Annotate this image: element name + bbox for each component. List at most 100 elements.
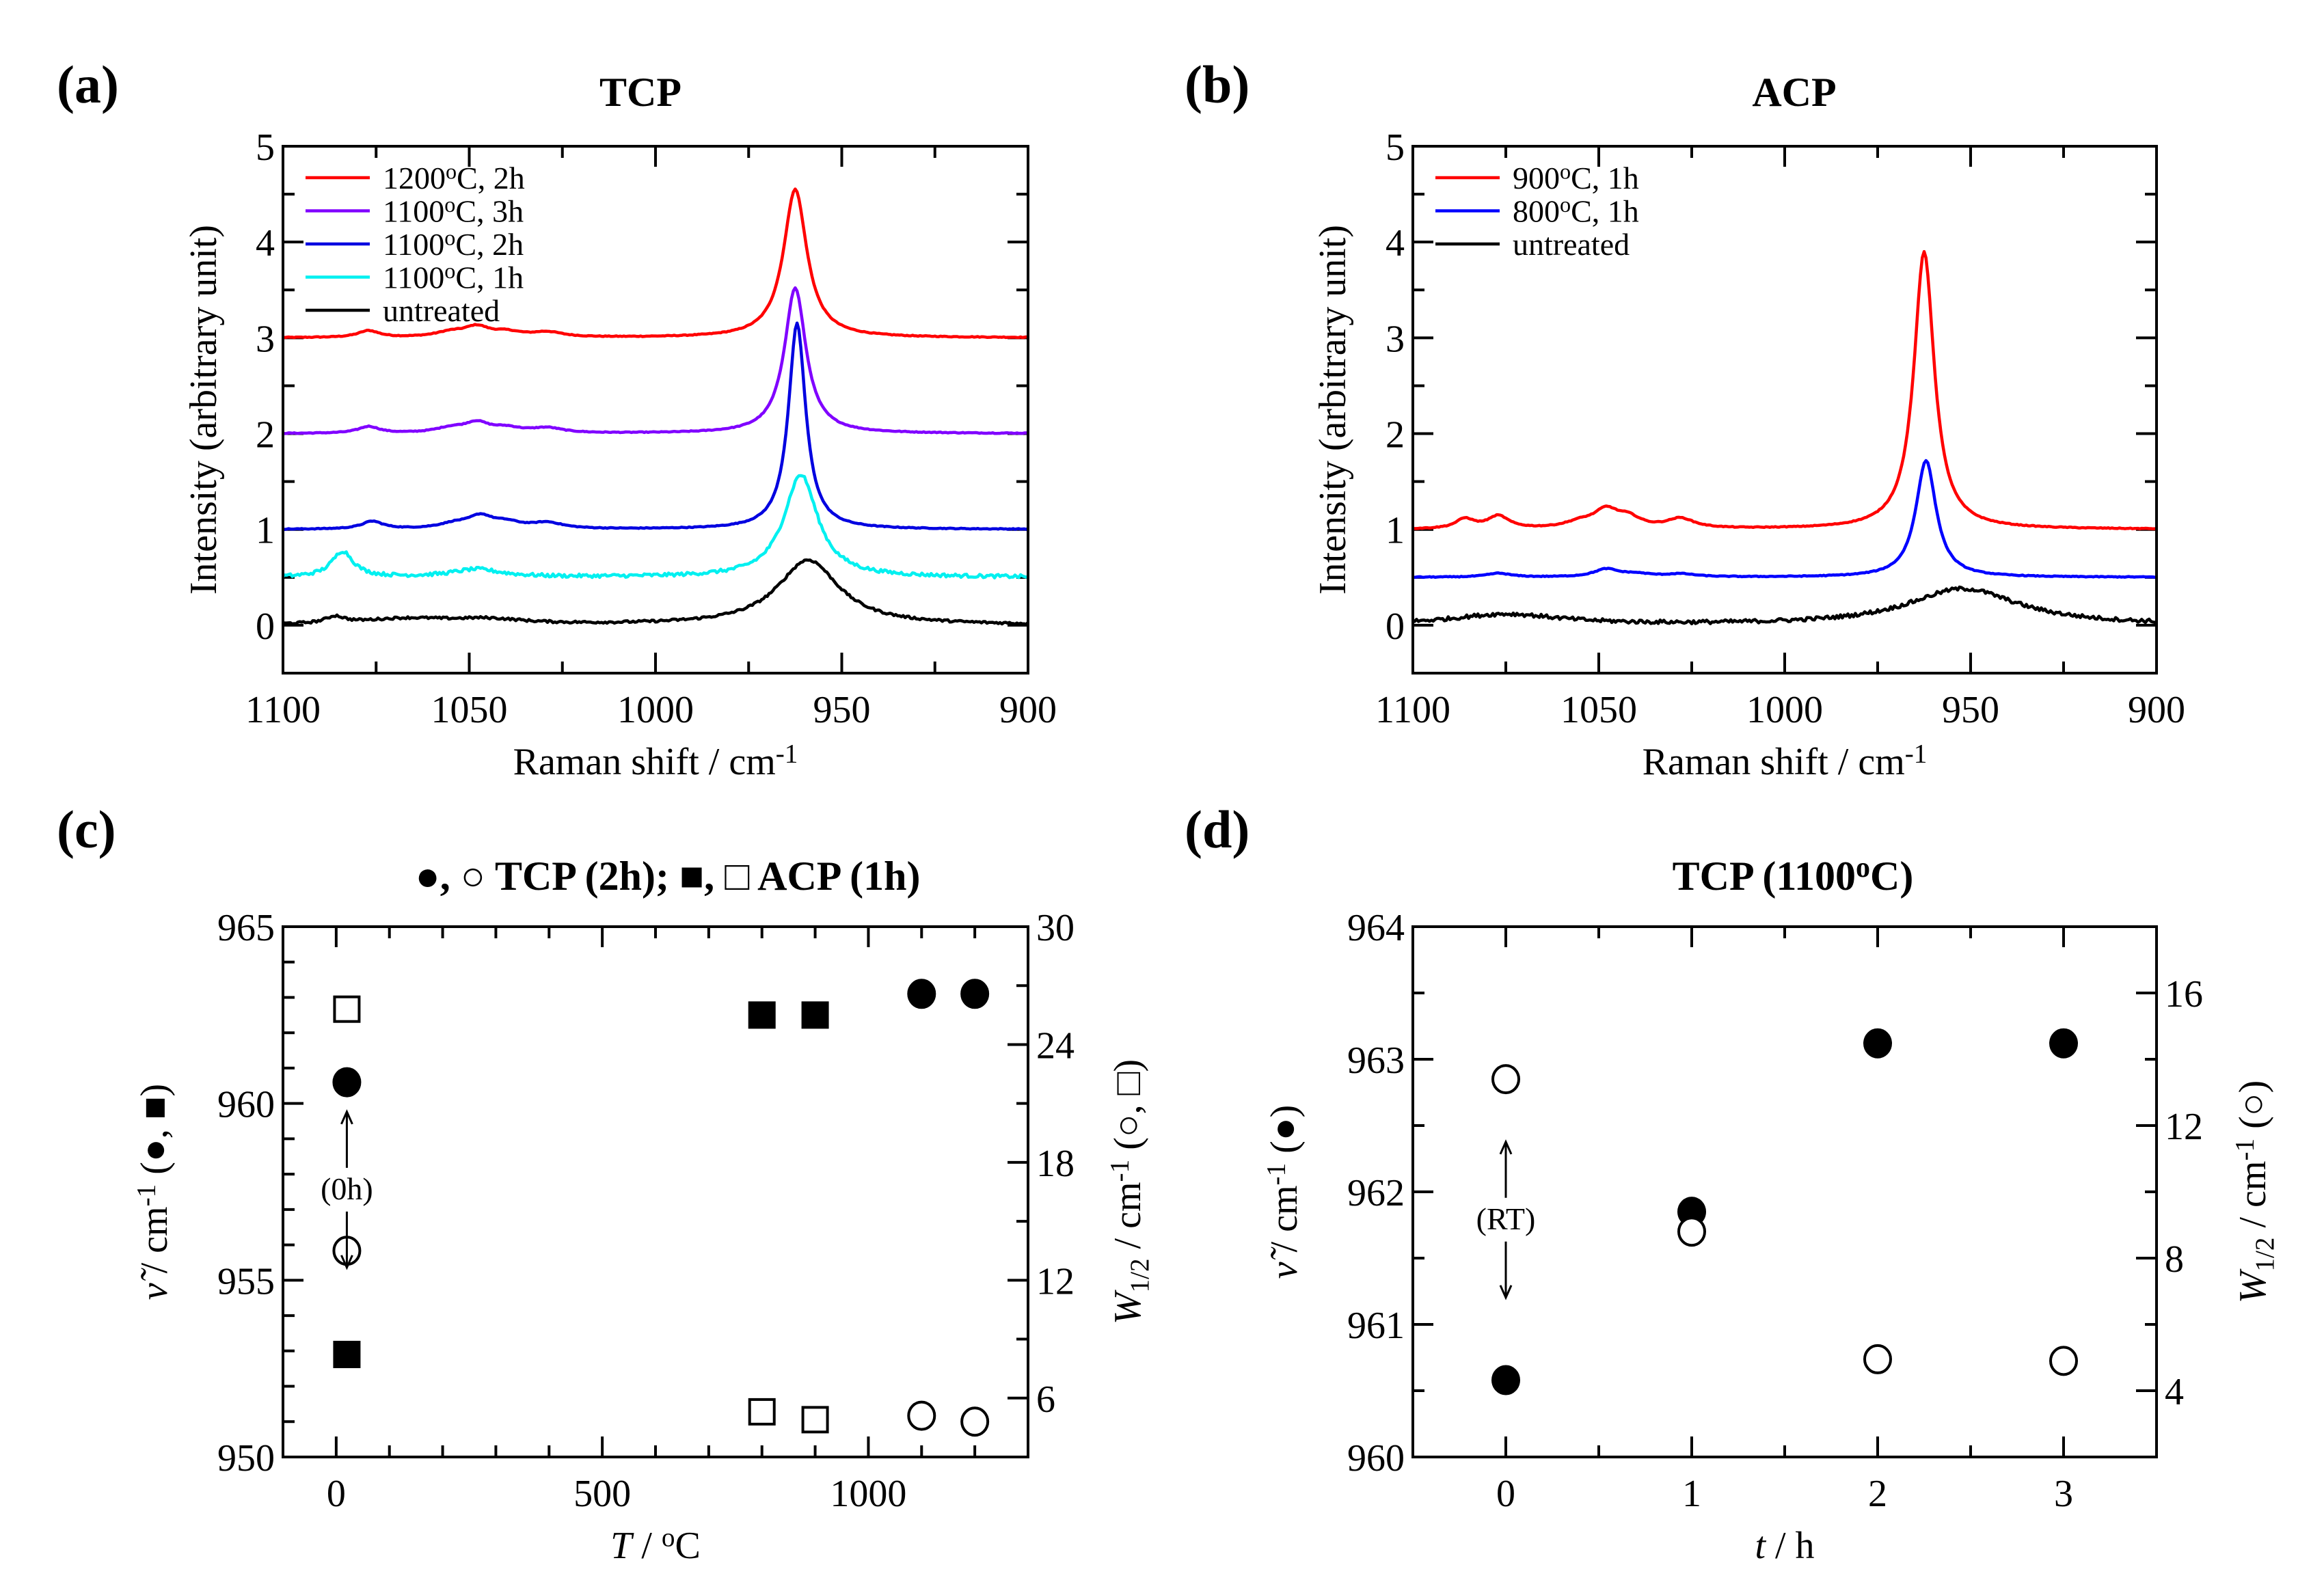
legend-entry: untreated	[1513, 227, 1630, 262]
legend-entry-part: 1100	[383, 227, 444, 262]
legend-entry-part: o	[1560, 192, 1571, 217]
x-axis-label: Raman shift / cm-1	[1643, 739, 1928, 783]
chart-title-part: o	[1856, 852, 1870, 884]
legend-entry: 1100oC, 2h	[383, 226, 524, 262]
x-tick-label: 1100	[1375, 689, 1450, 731]
y-tick-label: 950	[217, 1437, 275, 1480]
series-line	[283, 321, 1028, 531]
y-tick-label: 4	[1386, 222, 1405, 264]
x-axis-label-part: o	[662, 1523, 675, 1552]
plot-frame	[1411, 145, 2158, 675]
legend-entry: 800oC, 1h	[1513, 192, 1639, 228]
y-right-tick-label: 24	[1036, 1024, 1075, 1067]
x-axis-label: t / h	[1755, 1525, 1814, 1567]
y-tick-label: 5	[256, 126, 275, 169]
annotation-text: (0h)	[321, 1171, 373, 1206]
y-tick-label: 961	[1347, 1305, 1405, 1347]
y-right-axis-label-part: -1	[2230, 1139, 2259, 1161]
data-point-square-open	[748, 1398, 776, 1426]
y-axis-label-part: Intensity (arbitrary unit)	[1312, 225, 1354, 595]
legend-entry-part: C, 3h	[455, 194, 524, 229]
legend-entry: 1100oC, 1h	[383, 258, 524, 295]
series-line	[283, 187, 1028, 340]
x-axis-label-part: /	[632, 1525, 662, 1567]
y-right-tick-label: 18	[1036, 1143, 1075, 1185]
data-point-circle-filled	[1863, 1028, 1892, 1059]
series-line	[283, 558, 1028, 626]
y-axis-label-part: / cm	[1263, 1185, 1306, 1262]
data-point-circle-open	[907, 1400, 936, 1431]
annotation: (0h)	[321, 1109, 373, 1270]
legend-entry-part: o	[1560, 159, 1571, 184]
plot-frame	[282, 145, 1029, 675]
x-axis-label: Raman shift / cm-1	[513, 739, 798, 783]
y-axis-label-part: -1	[131, 1184, 161, 1207]
y-right-axis-label-part: W	[2232, 1268, 2274, 1303]
y-right-axis-label-part: (○)	[2232, 1080, 2274, 1139]
y-tick-label: 5	[1386, 126, 1405, 169]
y-axis-label-part: -1	[1261, 1163, 1291, 1186]
legend-entry-part: untreated	[383, 293, 500, 328]
x-axis-label-part: Raman shift / cm	[513, 741, 776, 783]
legend-entry: 1200oC, 2h	[383, 159, 525, 195]
series-line	[283, 474, 1028, 580]
x-axis-label-part: / h	[1766, 1525, 1815, 1567]
data-point-square-open	[801, 1406, 829, 1434]
chart-title: TCP (1100oC)	[1673, 852, 1914, 899]
data-point-square-filled	[801, 1001, 829, 1029]
y-right-axis-label-part: 1/2	[2250, 1238, 2280, 1272]
series-line	[1413, 585, 2157, 626]
data-point-circle-open	[1863, 1344, 1892, 1374]
y-right-tick-label: 6	[1036, 1378, 1055, 1421]
y-tick-label: 963	[1347, 1039, 1405, 1082]
legend-entry-part: C, 1h	[1571, 194, 1639, 229]
y-tick-label: 1	[1386, 510, 1405, 552]
legend-entry: 900oC, 1h	[1513, 159, 1639, 195]
legend-entry-part: o	[444, 192, 455, 217]
chart-title-part: ACP	[1752, 70, 1836, 115]
data-point-circle-open	[960, 1406, 990, 1437]
arrow-down-icon	[340, 1211, 353, 1270]
y-tick-label: 964	[1347, 907, 1405, 949]
y-tick-label: 960	[1347, 1437, 1405, 1480]
y-axis-label-part: (●)	[1263, 1105, 1306, 1163]
panel-d: (d)TCP (1100oC)0 1 2 3960961962963964481216…	[1185, 800, 2280, 1567]
y-right-axis-label: W1/2 / cm-1 (○)	[2230, 1080, 2279, 1304]
data-point-square-open	[333, 995, 361, 1023]
legend-entry: untreated	[383, 293, 500, 328]
panel-label: (b)	[1185, 55, 1249, 114]
x-tick-label: 950	[813, 689, 871, 731]
y-tick-label: 960	[217, 1084, 275, 1126]
data-point-circle-open	[1491, 1064, 1520, 1095]
x-tick-label: 1050	[1560, 689, 1637, 731]
plot-area	[1491, 1028, 2078, 1395]
y-right-tick-label: 12	[2165, 1106, 2203, 1148]
legend-entry-part: untreated	[1513, 227, 1630, 262]
y-tick-label: 965	[217, 907, 275, 949]
y-tick-label: 1	[256, 510, 275, 552]
x-tick-label: 900	[2128, 689, 2185, 731]
legend-entry-part: 1100	[383, 194, 444, 229]
data-point-circle-open	[1677, 1216, 1706, 1247]
series-line	[1413, 249, 2157, 531]
y-tick-label: 3	[256, 318, 275, 360]
x-axis-label-part: -1	[1905, 739, 1928, 768]
legend-entry-part: 900	[1513, 161, 1560, 195]
y-right-tick-label: 12	[1036, 1260, 1075, 1303]
x-axis-label-part: Raman shift / cm	[1643, 741, 1905, 783]
series-line	[283, 286, 1028, 435]
y-tick-label: 0	[256, 605, 275, 648]
y-axis-label: Intensity (arbitrary unit)	[183, 225, 225, 595]
legend-entry-part: C, 1h	[455, 260, 524, 295]
y-axis-label-part: (●, ■)	[133, 1084, 176, 1184]
y-right-axis-label: W1/2 / cm-1 (○, □)	[1105, 1059, 1154, 1324]
x-axis-label-part: T	[610, 1525, 634, 1567]
x-tick-label: 1000	[617, 689, 694, 731]
y-right-tick-label: 16	[2165, 973, 2203, 1016]
chart-title: ●, ○ TCP (2h); ■, □ ACP (1h)	[416, 854, 921, 899]
y-tick-label: 0	[1386, 605, 1405, 648]
plot-area	[1413, 249, 2157, 626]
y-axis-label-part: / cm	[133, 1206, 176, 1283]
y-tick-label: 2	[1386, 414, 1405, 457]
data-point-circle-filled	[2049, 1028, 2078, 1059]
